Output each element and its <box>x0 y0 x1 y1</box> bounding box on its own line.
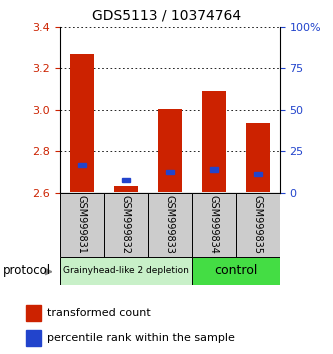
Bar <box>158 109 182 192</box>
Text: GSM999833: GSM999833 <box>165 195 175 254</box>
Bar <box>166 170 174 175</box>
Bar <box>122 178 130 182</box>
Bar <box>202 91 226 192</box>
Bar <box>60 257 192 285</box>
Bar <box>26 305 41 321</box>
Text: GDS5113 / 10374764: GDS5113 / 10374764 <box>92 9 241 23</box>
Text: percentile rank within the sample: percentile rank within the sample <box>47 333 235 343</box>
Text: transformed count: transformed count <box>47 308 151 318</box>
Bar <box>26 330 41 346</box>
Text: GSM999834: GSM999834 <box>209 195 219 254</box>
Bar <box>246 123 270 192</box>
Bar <box>78 162 86 167</box>
Text: GSM999835: GSM999835 <box>253 195 263 254</box>
Text: Grainyhead-like 2 depletion: Grainyhead-like 2 depletion <box>63 266 189 275</box>
Text: control: control <box>214 264 257 277</box>
Bar <box>236 193 280 257</box>
Bar <box>148 193 192 257</box>
Bar <box>60 193 104 257</box>
Bar <box>192 257 280 285</box>
Text: GSM999831: GSM999831 <box>77 195 87 254</box>
Bar <box>104 193 148 257</box>
Bar <box>114 185 138 192</box>
Bar <box>70 53 94 192</box>
Text: protocol: protocol <box>3 264 52 277</box>
Bar <box>254 172 262 177</box>
Bar <box>192 193 236 257</box>
Text: GSM999832: GSM999832 <box>121 195 131 254</box>
Bar <box>210 167 218 172</box>
